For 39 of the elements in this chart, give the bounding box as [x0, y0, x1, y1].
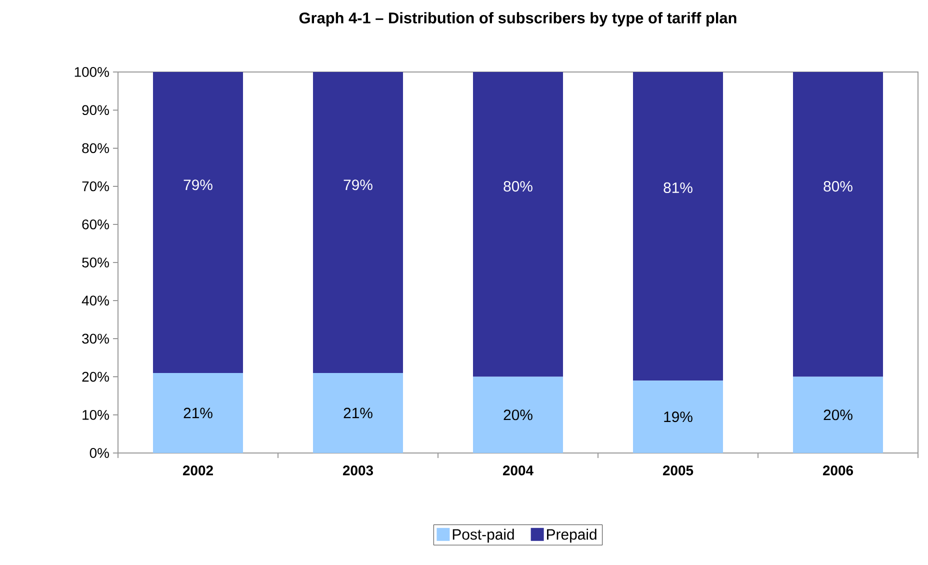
y-tick-label: 30% — [82, 334, 109, 344]
data-label: 80% — [504, 181, 532, 192]
data-label: 79% — [344, 180, 372, 190]
y-tick-label: 70% — [82, 181, 109, 192]
x-tick-label: 2003 — [342, 466, 374, 476]
y-tick-label: 40% — [82, 296, 109, 306]
bar — [633, 72, 724, 381]
y-tick-label: 80% — [82, 143, 109, 154]
x-tick-label: 2006 — [822, 466, 854, 476]
bar — [153, 72, 244, 373]
x-tick-label: 2004 — [502, 466, 534, 476]
data-label: 21% — [344, 408, 372, 418]
y-tick-label: 20% — [82, 372, 109, 382]
bar — [793, 72, 884, 377]
data-label: 19% — [664, 412, 692, 422]
data-label: 21% — [184, 408, 212, 418]
data-label: 81% — [664, 182, 692, 194]
data-label: 80% — [824, 181, 852, 192]
y-tick-label: 90% — [82, 105, 109, 116]
bar — [313, 372, 404, 453]
y-tick-label: 100% — [74, 67, 109, 77]
chart-title: Graph 4-1 – Distribution of subscribers by type of tariff plan — [299, 12, 736, 26]
x-tick-label: 2002 — [182, 466, 213, 476]
bar — [153, 372, 244, 453]
bar — [793, 376, 884, 453]
y-tick-label: 10% — [82, 410, 109, 420]
bar — [633, 380, 724, 453]
bar — [313, 72, 404, 373]
x-tick-label: 2005 — [662, 466, 694, 476]
y-tick-label: 50% — [82, 258, 109, 268]
bar — [473, 72, 564, 377]
data-label: 79% — [184, 180, 212, 190]
y-tick-label: 60% — [82, 219, 109, 230]
legend-label: Post-paid — [452, 528, 514, 543]
y-tick-label: 0% — [90, 448, 109, 458]
data-label: 20% — [504, 410, 532, 420]
bar — [473, 376, 564, 453]
legend-label: Prepaid — [547, 528, 596, 543]
data-label: 20% — [824, 410, 852, 420]
